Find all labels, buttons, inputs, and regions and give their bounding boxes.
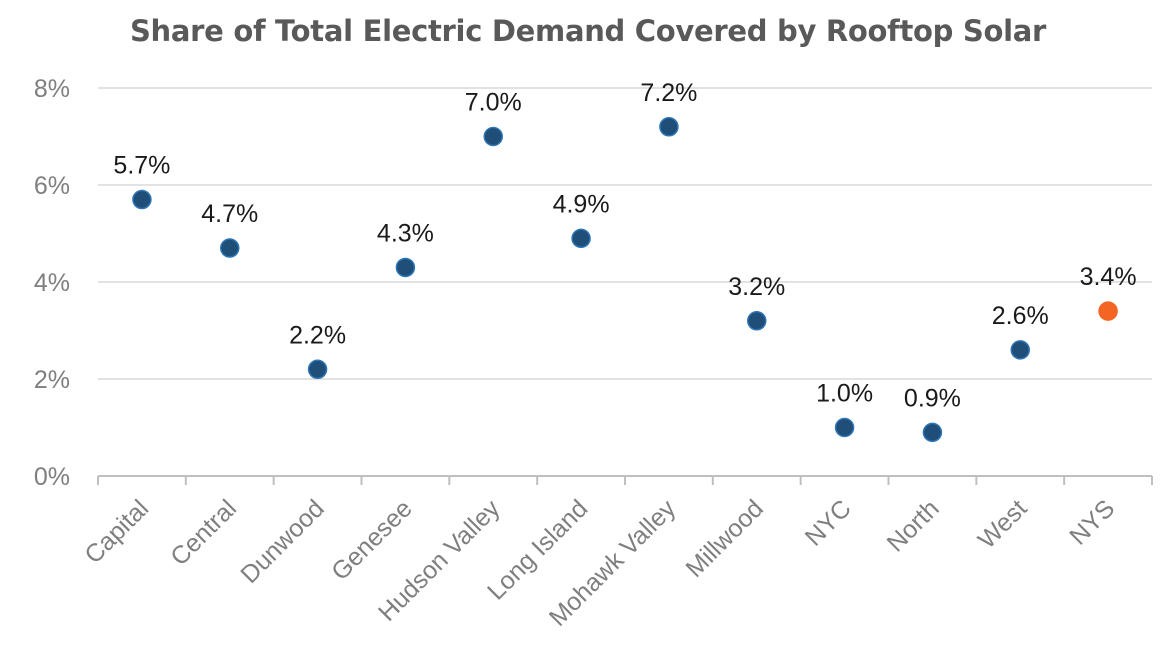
data-label: 4.3% [377, 219, 434, 247]
data-label: 2.2% [289, 321, 346, 349]
y-tick-label: 8% [34, 75, 70, 103]
chart-title: Share of Total Electric Demand Covered b… [129, 14, 1047, 48]
x-category-label: West [973, 494, 1033, 554]
y-tick-label: 2% [34, 366, 70, 394]
data-label: 3.2% [728, 273, 785, 301]
x-category-label: NYS [1064, 494, 1120, 550]
data-label: 5.7% [113, 152, 170, 180]
data-point [220, 238, 240, 258]
data-label: 7.2% [640, 79, 697, 107]
x-category-label: Central [165, 494, 242, 571]
data-point [834, 417, 855, 438]
x-category-label: Dunwood [235, 494, 329, 588]
data-label: 0.9% [904, 384, 961, 412]
data-point [307, 359, 328, 380]
y-tick-label: 6% [34, 172, 70, 200]
data-point [1098, 301, 1118, 321]
data-label: 7.0% [465, 89, 522, 117]
data-point [1010, 340, 1030, 360]
data-label: 4.9% [553, 190, 610, 218]
y-tick-label: 0% [34, 463, 70, 491]
data-point [747, 311, 767, 331]
y-tick-label: 4% [34, 269, 70, 297]
x-category-label: Capital [79, 494, 154, 569]
data-label: 4.7% [201, 200, 258, 228]
data-point [922, 422, 943, 443]
x-category-label: Genesee [326, 494, 418, 586]
x-category-label: North [882, 494, 945, 557]
x-category-label: NYC [800, 494, 857, 551]
data-point [132, 189, 152, 210]
data-point [483, 126, 503, 147]
x-category-label: Millwood [680, 494, 769, 583]
data-label: 3.4% [1080, 263, 1137, 291]
data-point [571, 228, 591, 249]
data-label: 1.0% [816, 380, 873, 408]
data-point [395, 257, 416, 278]
data-label: 2.6% [992, 302, 1049, 330]
data-point [659, 117, 679, 137]
